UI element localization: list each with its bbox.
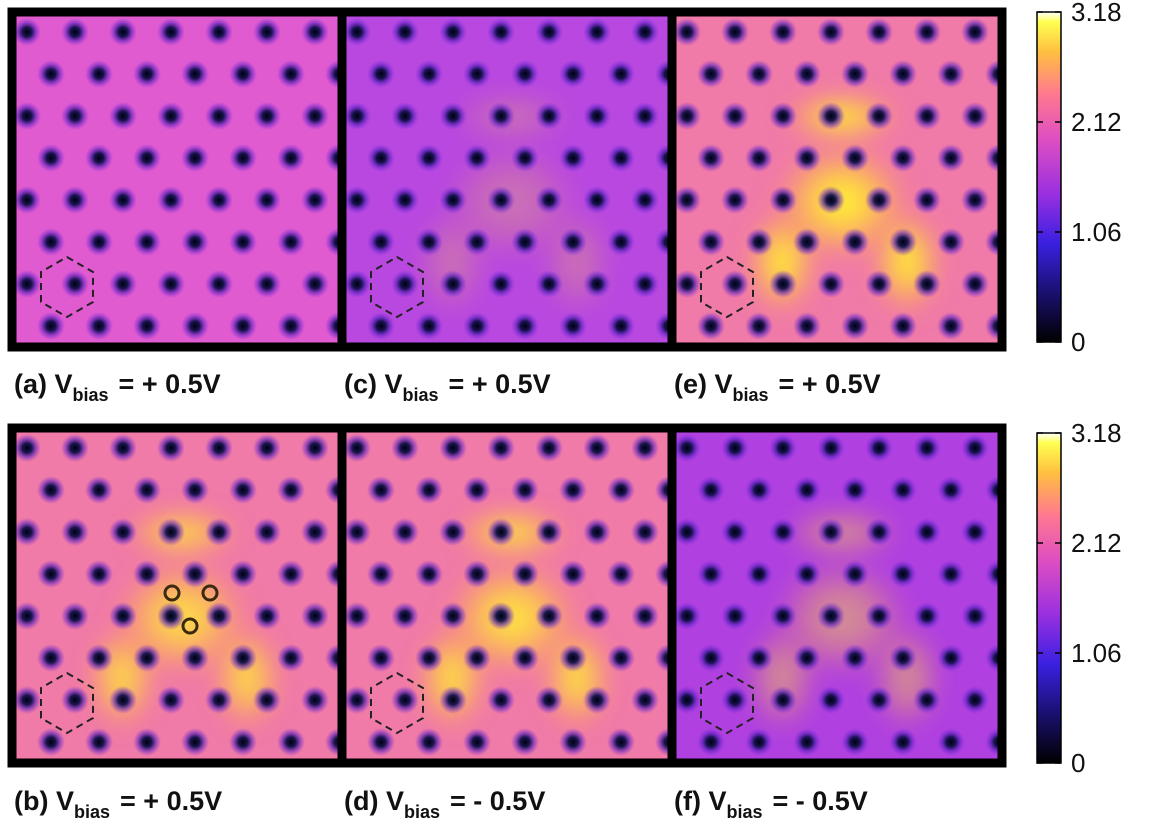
label-subscript: bias (733, 385, 769, 405)
lattice (342, 12, 672, 347)
label-value: = + 0.5V (779, 369, 881, 399)
panel (12, 428, 342, 763)
colorbar-tick-label: 1.06 (1071, 217, 1122, 247)
lattice (342, 428, 672, 763)
colorbar (1037, 433, 1061, 763)
colorbar-tick-label: 1.06 (1071, 638, 1122, 668)
panel-image (342, 12, 672, 347)
lattice (12, 12, 342, 347)
label-subscript: bias (403, 385, 439, 405)
label-value: = + 0.5V (120, 786, 222, 816)
label-subscript: bias (404, 802, 440, 822)
panel-image (672, 12, 1002, 347)
lattice (672, 12, 1002, 347)
label-text: (a) V (14, 369, 73, 399)
colorbar-tick-label: 3.18 (1071, 0, 1122, 27)
label-text: (b) V (14, 786, 74, 816)
label-subscript: bias (73, 385, 109, 405)
panel-label: (d) Vbias = - 0.5V (344, 786, 545, 822)
colorbar-tick-label: 0 (1071, 748, 1085, 778)
panel-image (672, 428, 1002, 763)
label-value: = - 0.5V (450, 786, 545, 816)
colorbar-tick-label: 0 (1071, 327, 1085, 357)
label-subscript: bias (726, 802, 762, 822)
panel-label: (f) Vbias = - 0.5V (674, 786, 868, 822)
colorbar-tick-label: 2.12 (1071, 528, 1122, 558)
panel (12, 12, 342, 347)
label-value: = + 0.5V (449, 369, 551, 399)
label-subscript: bias (74, 802, 110, 822)
panel (342, 428, 672, 763)
panel-image (342, 428, 672, 763)
panel-image (12, 12, 342, 347)
panel (342, 12, 672, 347)
panel-label: (b) Vbias = + 0.5V (14, 786, 222, 822)
label-text: (e) V (674, 369, 733, 399)
figure: (a) Vbias= + 0.5V(c) Vbias= + 0.5V(e) Vb… (0, 0, 1151, 827)
colorbar-tick-label: 2.12 (1071, 107, 1122, 137)
colorbar (1037, 12, 1061, 342)
panel-label: (c) Vbias = + 0.5V (344, 369, 551, 405)
colorbar-tick-label: 3.18 (1071, 418, 1122, 448)
panel-label: (a) Vbias = + 0.5V (14, 369, 221, 405)
label-text: (d) V (344, 786, 404, 816)
panel (672, 428, 1002, 763)
label-text: (c) V (344, 369, 403, 399)
label-value: = + 0.5V (119, 369, 221, 399)
lattice (672, 428, 1002, 763)
panel (672, 12, 1002, 347)
label-value: = - 0.5V (773, 786, 868, 816)
panel-image (12, 428, 342, 763)
panel-label: (e) Vbias = + 0.5V (674, 369, 881, 405)
label-text: (f) V (674, 786, 726, 816)
